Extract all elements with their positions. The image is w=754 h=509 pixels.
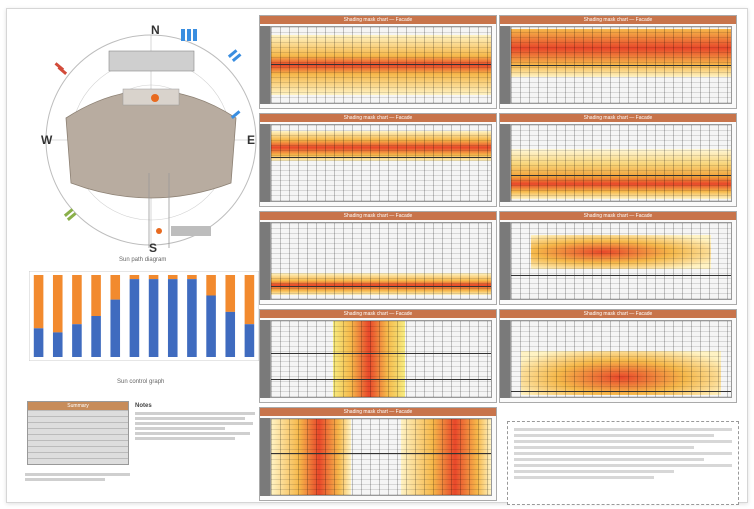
panel-title: Shading mask chart — Facade: [500, 16, 736, 24]
panel-title: Shading mask chart — Facade: [260, 16, 496, 24]
notes-title: Notes: [135, 403, 152, 409]
shading-panel-9: Shading mask chart — Facade: [259, 407, 497, 501]
sun-path-dial: N W E S: [31, 23, 271, 258]
exposed-bar-4: [91, 316, 101, 357]
overhang-mask: [108, 50, 195, 72]
shaded-bar-10: [206, 275, 216, 296]
sun-control-bar-chart: [29, 271, 259, 361]
panel-title: Shading mask chart — Facade: [260, 310, 496, 318]
panel-title: Shading mask chart — Facade: [260, 408, 496, 416]
exposed-bar-12: [244, 324, 255, 357]
panel-title: Shading mask chart — Facade: [260, 114, 496, 122]
shaded-bar-4: [91, 275, 101, 316]
exposed-bar-2: [52, 332, 63, 357]
exposed-bar-8: [167, 279, 178, 357]
shading-panel-4: Shading mask chart — Facade: [499, 113, 737, 207]
sun-position-marker: [151, 94, 159, 102]
explanation-text: [507, 421, 739, 505]
sun-path-diagram: [45, 29, 257, 248]
summary-table: Summary: [27, 401, 129, 465]
shading-panel-5: Shading mask chart — Facade: [259, 211, 497, 305]
compass-south: S: [149, 241, 158, 255]
shading-panel-7: Shading mask chart — Facade: [259, 309, 497, 403]
exposed-bar-3: [72, 324, 82, 357]
bar-chart-frame: [29, 271, 259, 361]
shading-mask: [65, 90, 237, 199]
panel-title: Shading mask chart — Facade: [260, 212, 496, 220]
exposed-bar-6: [129, 279, 140, 357]
shaded-bar-8: [167, 275, 178, 280]
shaded-bar-3: [72, 275, 82, 325]
shading-panel-1: Shading mask chart — Facade: [259, 15, 497, 109]
shaded-bar-1: [33, 275, 44, 329]
bar-chart-caption: Sun control graph: [117, 379, 165, 385]
summary-table-title: Summary: [28, 402, 128, 410]
exposed-bar-1: [33, 328, 44, 357]
exposed-bar-5: [110, 299, 121, 357]
shading-panel-3: Shading mask chart — Facade: [259, 113, 497, 207]
shaded-bar-9: [187, 275, 197, 280]
compass-east: E: [247, 133, 256, 147]
shading-panel-6: Shading mask chart — Facade: [499, 211, 737, 305]
exposed-bar-10: [206, 295, 216, 357]
exposed-bar-7: [148, 279, 159, 357]
footnote-lines: [25, 471, 135, 485]
shading-panel-8: Shading mask chart — Facade: [499, 309, 737, 403]
poster-sheet: N W E S Sun path diagram Sun control gra…: [6, 8, 748, 505]
notes-block: Notes: [135, 403, 261, 463]
compass-west: W: [41, 133, 53, 147]
shaded-bar-11: [225, 275, 236, 312]
panel-title: Shading mask chart — Facade: [500, 212, 736, 220]
dial-caption: Sun path diagram: [119, 257, 167, 263]
panel-title: Shading mask chart — Facade: [500, 114, 736, 122]
shaded-bar-7: [148, 275, 159, 280]
compass-north: N: [151, 23, 160, 37]
shaded-bar-6: [129, 275, 140, 280]
panel-title: Shading mask chart — Facade: [500, 310, 736, 318]
exposed-bar-11: [225, 311, 236, 357]
shaded-bar-5: [110, 275, 121, 300]
shaded-bar-2: [52, 275, 63, 333]
shading-panel-2: Shading mask chart — Facade: [499, 15, 737, 109]
exposed-bar-9: [187, 279, 197, 357]
shaded-bar-12: [244, 275, 255, 325]
